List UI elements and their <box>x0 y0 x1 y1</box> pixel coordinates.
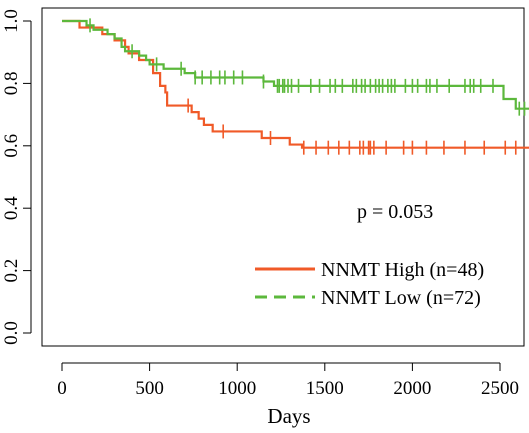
x-tick-label: 0 <box>57 378 67 399</box>
y-tick-label: 0.2 <box>1 259 22 283</box>
x-tick-label: 1000 <box>218 378 256 399</box>
legend-label-high: NNMT High (n=48) <box>321 259 484 281</box>
survival-curve <box>62 19 529 110</box>
legend-label-low: NNMT Low (n=72) <box>321 287 481 309</box>
axis-layer: 0 500 1000 1500 2000 2500 0.0 0.2 0.4 0.6 0.8 1.0 <box>1 9 519 399</box>
x-tick-label: 1500 <box>306 378 344 399</box>
y-tick-label: 0.4 <box>1 196 22 220</box>
survival-curve <box>62 19 529 149</box>
y-tick-label: 0.6 <box>1 134 22 158</box>
legend: NNMT High (n=48) NNMT Low (n=72) <box>255 259 484 309</box>
x-tick-label: 500 <box>135 378 164 399</box>
series-nnmt-low <box>62 18 529 116</box>
p-value-annotation: p = 0.053 <box>357 201 433 223</box>
series-nnmt-high <box>62 19 529 155</box>
x-tick-label: 2500 <box>481 378 519 399</box>
x-tick-label: 2000 <box>393 378 431 399</box>
y-tick-label: 0.0 <box>1 321 22 345</box>
y-tick-label: 0.8 <box>1 72 22 96</box>
series-layer <box>62 18 529 155</box>
plot-frame <box>41 7 525 347</box>
x-axis-label: Days <box>267 404 310 428</box>
y-tick-label: 1.0 <box>1 9 22 33</box>
